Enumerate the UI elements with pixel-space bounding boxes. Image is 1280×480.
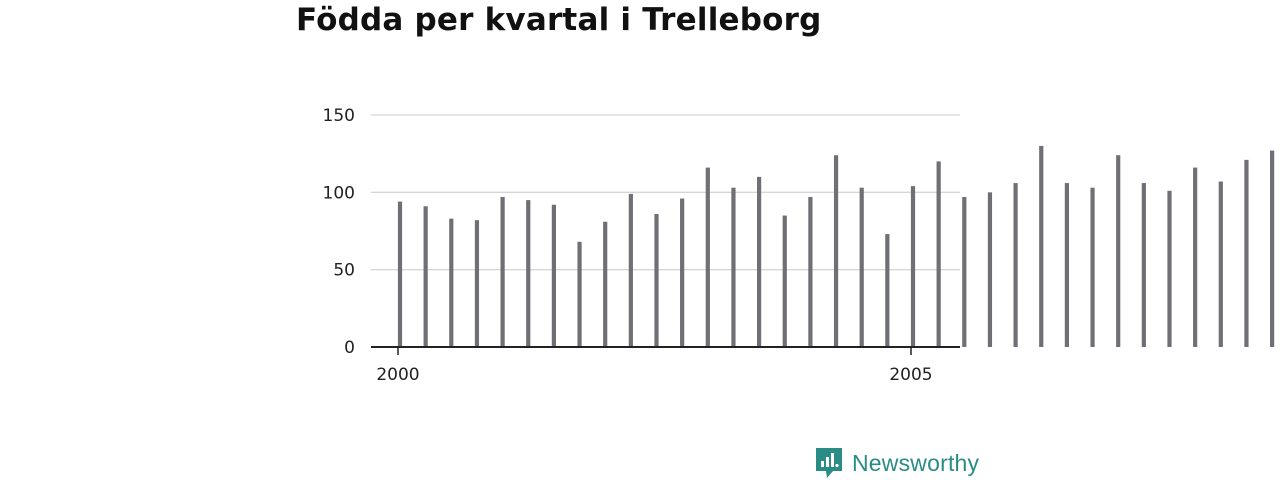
bar (603, 221, 608, 347)
bar (577, 241, 582, 347)
bar (1218, 181, 1223, 347)
newsworthy-logo-icon (816, 448, 842, 478)
bar (474, 220, 480, 347)
bar (526, 200, 531, 347)
brand-name: Newsworthy (852, 449, 980, 476)
x-tick-label: 2005 (889, 365, 932, 385)
bar (757, 176, 762, 347)
bar (654, 213, 659, 347)
x-tick-label: 2000 (376, 365, 419, 385)
bar (885, 234, 890, 347)
bar (936, 161, 941, 347)
bar (1039, 145, 1044, 347)
bar-chart: 050100150200020052010201520202025104 (323, 106, 1275, 385)
y-tick-label: 150 (323, 106, 355, 126)
bar (1116, 155, 1121, 347)
brand-logo: Newsworthy (814, 446, 979, 480)
bar (782, 215, 787, 347)
bar (1090, 187, 1095, 347)
gridlines (371, 114, 960, 271)
labels: 050100150200020052010201520202025104 (323, 106, 933, 385)
bar (680, 198, 685, 347)
bar (859, 187, 864, 347)
bar (833, 155, 839, 347)
bar (1244, 159, 1249, 347)
bar (808, 196, 813, 347)
bar (987, 192, 993, 347)
axes (371, 346, 960, 355)
y-tick-label: 100 (323, 183, 355, 203)
bar (449, 218, 454, 347)
bar (423, 206, 428, 347)
y-tick-label: 50 (333, 261, 355, 281)
bar (705, 167, 710, 347)
bar (1064, 183, 1069, 347)
bar (962, 196, 967, 347)
bar (628, 193, 633, 347)
bar (1013, 183, 1018, 347)
bar (1270, 150, 1275, 347)
bar (500, 196, 505, 347)
bar (1141, 183, 1146, 347)
bar (910, 186, 916, 347)
bar (731, 187, 736, 347)
bars (397, 145, 1275, 347)
y-tick-label: 0 (344, 338, 355, 358)
bar (397, 201, 403, 347)
bar (551, 204, 556, 347)
chart-title: Födda per kvartal i Trelleborg (296, 2, 822, 38)
bar (1167, 190, 1172, 347)
bar (1193, 167, 1198, 347)
